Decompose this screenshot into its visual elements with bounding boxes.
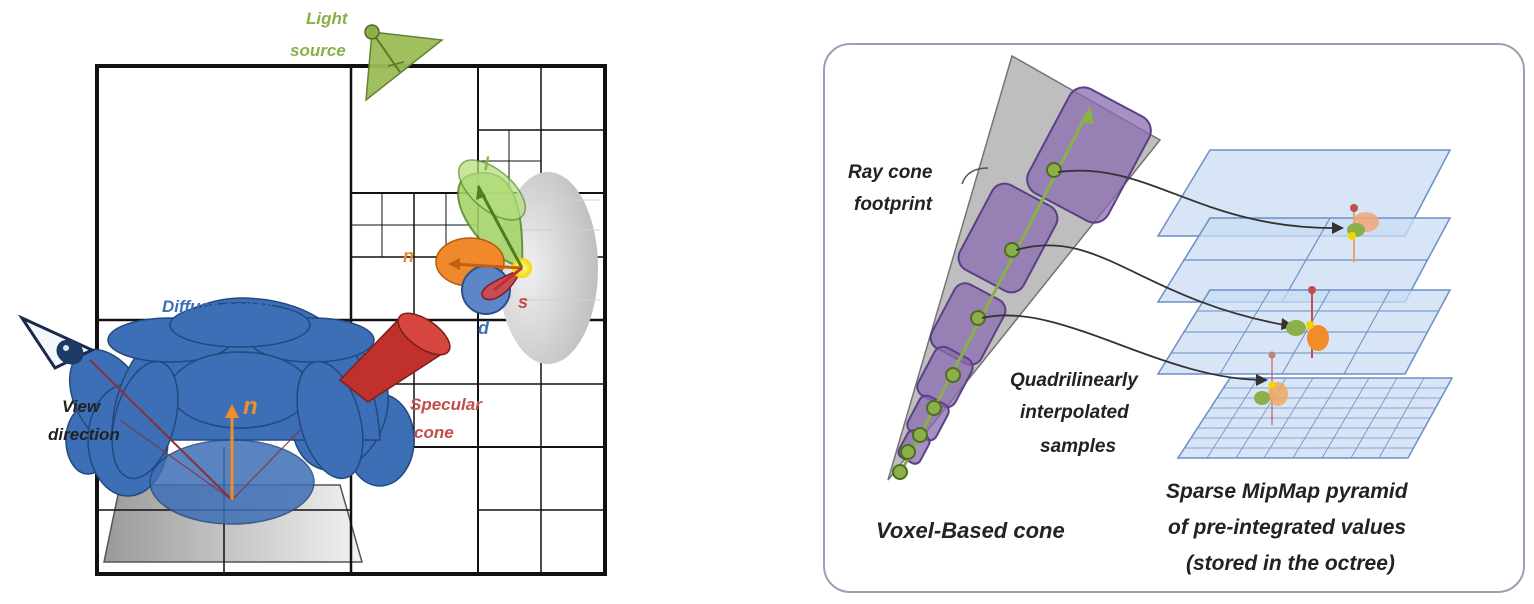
- eye-icon: [17, 314, 96, 370]
- lookup-arrows: [981, 169, 1341, 381]
- octree-diagram: [17, 24, 607, 576]
- view-direction-label-2: direction: [48, 425, 120, 444]
- mipmap-level-3: [1176, 377, 1454, 459]
- light-source-icon: [364, 24, 444, 102]
- normal-small-label: n: [403, 246, 414, 266]
- brdf-grey-lobe: [498, 172, 598, 364]
- specular-cone-label-2: cone: [414, 423, 454, 442]
- voxel-cone-label: Voxel-Based cone: [876, 518, 1065, 543]
- quadrilinear-label-3: samples: [1040, 436, 1116, 457]
- ray-cone-footprint-label: Ray cone: [848, 162, 933, 183]
- mipmap-label-1: Sparse MipMap pyramid: [1166, 480, 1409, 503]
- plane-sample-0: [1347, 204, 1379, 262]
- light-source-label-2: source: [290, 41, 346, 60]
- specular-cone: [338, 312, 451, 403]
- view-direction-line: [89, 359, 233, 501]
- quadrilinear-label: Quadrilinearly: [1010, 370, 1139, 391]
- plane-sample-1: [1286, 286, 1329, 358]
- specular-vector-label: s: [518, 292, 528, 312]
- brdf-lobe-grid: [520, 199, 600, 301]
- view-direction-label: View: [62, 397, 102, 416]
- normal-label: n: [243, 393, 258, 420]
- quadrilinear-label-2: interpolated: [1020, 402, 1129, 423]
- specular-cone-label: Specular: [410, 395, 483, 414]
- diffuse-cones-label: Diffuse cones: [162, 297, 273, 316]
- plane-sample-2: [1254, 351, 1288, 425]
- normal-arrow-head: [225, 404, 239, 418]
- sample-points: [892, 162, 1062, 480]
- mipmap-label-2: of pre-integrated values: [1168, 516, 1406, 539]
- ray-cone-footprint-label-2: footprint: [854, 194, 933, 215]
- mipmap-label-3: (stored in the octree): [1186, 552, 1395, 575]
- voxel-cone-panel: [823, 43, 1525, 593]
- diffuse-vector-label: d: [478, 318, 490, 338]
- footprint-pointer: [961, 167, 989, 185]
- light-source-label: Light: [306, 9, 349, 28]
- light-vector-label: l: [484, 154, 490, 174]
